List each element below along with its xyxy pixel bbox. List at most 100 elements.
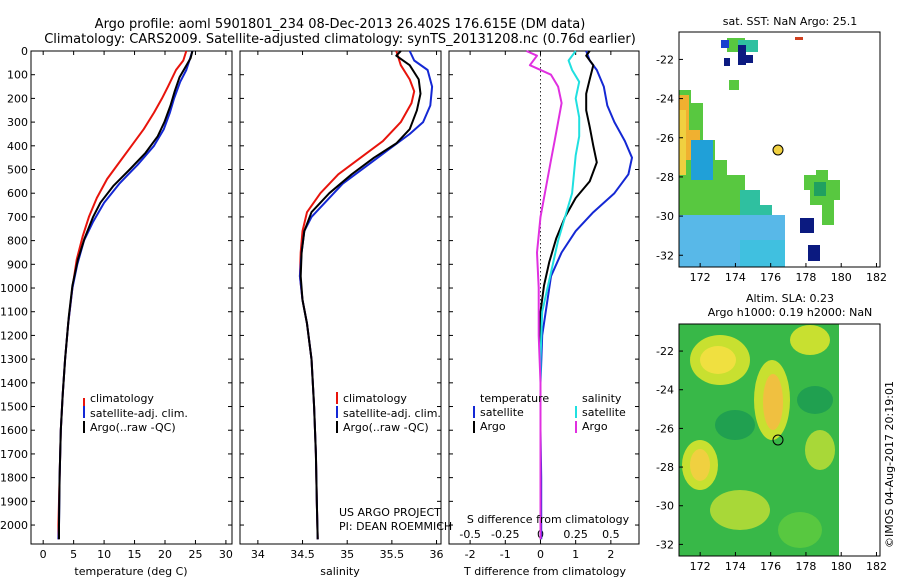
map-y-tick-label: -28 <box>656 461 674 474</box>
y-tick-label: 1500 <box>0 401 28 414</box>
sla-map-title2: Argo h1000: 0.19 h2000: NaN <box>708 306 873 319</box>
sst-map-frame <box>678 31 881 268</box>
y-tick-label: 1400 <box>0 377 28 390</box>
y-tick-label: 1800 <box>0 472 28 485</box>
map-x-tick-label: 172 <box>690 560 711 573</box>
x-tick-label: 34.5 <box>290 548 315 561</box>
legend-label-climatology: climatology <box>90 392 154 405</box>
t-difference-label: T difference from climatology <box>463 565 626 578</box>
y-tick-label: 2000 <box>0 519 28 532</box>
difference-axes-frame <box>448 50 640 545</box>
s-tick-label: -0.5 <box>459 528 480 541</box>
argo-float-marker <box>772 144 784 156</box>
project-annotation: US ARGO PROJECT <box>339 506 441 519</box>
temperature-axes-frame <box>30 50 233 545</box>
header-line1: Argo profile: aoml 5901801_234 08-Dec-20… <box>95 17 586 32</box>
sla-map: Altim. SLA: 0.23 Argo h1000: 0.19 h2000:… <box>656 292 887 573</box>
legend-title-temperature: temperature <box>480 392 549 405</box>
map-x-tick-label: 174 <box>725 560 746 573</box>
legend-label-climatology: climatology <box>343 392 407 405</box>
legend-label-argo: Argo(..raw -QC) <box>90 421 176 434</box>
map-y-tick-label: -30 <box>656 210 674 223</box>
legend-label-argo: Argo(..raw -QC) <box>343 421 429 434</box>
y-tick-label: 600 <box>7 187 28 200</box>
map-y-tick-label: -22 <box>656 53 674 66</box>
temperature-panel: 0100200300400500600700800900100011001200… <box>0 45 233 578</box>
sla-map-title1: Altim. SLA: 0.23 <box>746 292 834 305</box>
x-tick-label: 1 <box>572 548 579 561</box>
map-y-tick-label: -30 <box>656 500 674 513</box>
map-x-tick-label: 178 <box>795 271 816 284</box>
y-tick-label: 1000 <box>0 282 28 295</box>
difference-legend-temperature: temperature satellite Argo <box>473 392 549 433</box>
y-tick-label: 100 <box>7 69 28 82</box>
salinity-panel: 34 34.5 35 35.5 36 salinity climatology sate… <box>239 50 452 578</box>
sla-map-frame <box>678 323 881 557</box>
series-line-argo-raw-qc- <box>58 50 194 540</box>
map-y-tick-label: -24 <box>656 384 674 397</box>
x-tick-label: 0 <box>40 548 47 561</box>
y-tick-label: 1600 <box>0 424 28 437</box>
salinity-legend: climatology satellite-adj. clim. Argo(..… <box>336 392 441 434</box>
legend-label-satellite: satellite-adj. clim. <box>90 407 188 420</box>
x-tick-label: 30 <box>219 548 233 561</box>
y-tick-label: 0 <box>21 45 28 58</box>
map-y-tick-label: -32 <box>656 249 674 262</box>
x-tick-label: 36 <box>430 548 444 561</box>
y-tick-label: 300 <box>7 116 28 129</box>
map-y-tick-label: -32 <box>656 538 674 551</box>
s-tick-label: 0.25 <box>563 528 588 541</box>
y-tick-label: 1900 <box>0 495 28 508</box>
x-tick-label: 15 <box>128 548 142 561</box>
x-tick-label: 20 <box>158 548 172 561</box>
legend-label-s-satellite: satellite <box>582 406 626 419</box>
map-x-tick-label: 176 <box>760 560 781 573</box>
y-tick-label: 500 <box>7 164 28 177</box>
temperature-legend: climatology satellite-adj. clim. Argo(..… <box>83 392 188 434</box>
map-x-tick-label: 182 <box>866 271 887 284</box>
y-tick-label: 800 <box>7 235 28 248</box>
legend-label-t-argo: Argo <box>480 420 506 433</box>
sst-field <box>679 37 840 267</box>
difference-panel: -2 -1 0 1 2 -0.5 -0.25 0 0.25 0.5 S difference f… <box>448 50 640 578</box>
y-tick-label: 1100 <box>0 306 28 319</box>
map-x-tick-label: 182 <box>866 560 887 573</box>
sla-field-features <box>682 325 835 548</box>
s-difference-label: S difference from climatology <box>467 513 630 526</box>
x-tick-label: -1 <box>500 548 511 561</box>
imos-footer: ©IMOS 04-Aug-2017 20:19:01 <box>883 381 896 548</box>
argo-float-marker-sla <box>772 434 784 446</box>
series-line-satellite <box>539 50 633 540</box>
y-tick-label: 1700 <box>0 448 28 461</box>
legend-label-s-argo: Argo <box>582 420 608 433</box>
legend-title-salinity: salinity <box>582 392 622 405</box>
map-x-tick-label: 172 <box>690 271 711 284</box>
series-line-salinity-satellite <box>539 50 581 540</box>
temperature-xlabel: temperature (deg C) <box>74 565 187 578</box>
series-line-salinity-argo <box>525 50 563 540</box>
map-y-tick-label: -24 <box>656 93 674 106</box>
map-x-tick-label: 176 <box>760 271 781 284</box>
x-tick-label: -2 <box>465 548 476 561</box>
y-tick-label: 900 <box>7 258 28 271</box>
salinity-xlabel: salinity <box>320 565 360 578</box>
y-tick-label: 700 <box>7 211 28 224</box>
difference-legend-salinity: salinity satellite Argo <box>575 392 626 433</box>
sst-map: sat. SST: NaN Argo: 25.1 <box>656 15 887 284</box>
x-tick-label: 35.5 <box>380 548 405 561</box>
y-tick-label: 200 <box>7 92 28 105</box>
x-tick-label: 2 <box>607 548 614 561</box>
map-x-tick-label: 180 <box>831 560 852 573</box>
header-line2: Climatology: CARS2009. Satellite-adjuste… <box>44 32 636 47</box>
x-tick-label: 5 <box>70 548 77 561</box>
series-line-satellite-adj-clim- <box>57 50 194 540</box>
x-tick-label: 25 <box>188 548 202 561</box>
series-line-argo-raw-qc- <box>299 50 422 540</box>
legend-label-t-satellite: satellite <box>480 406 524 419</box>
map-y-tick-label: -28 <box>656 171 674 184</box>
y-tick-label: 400 <box>7 140 28 153</box>
legend-label-satellite: satellite-adj. clim. <box>343 407 441 420</box>
x-tick-label: 10 <box>97 548 111 561</box>
